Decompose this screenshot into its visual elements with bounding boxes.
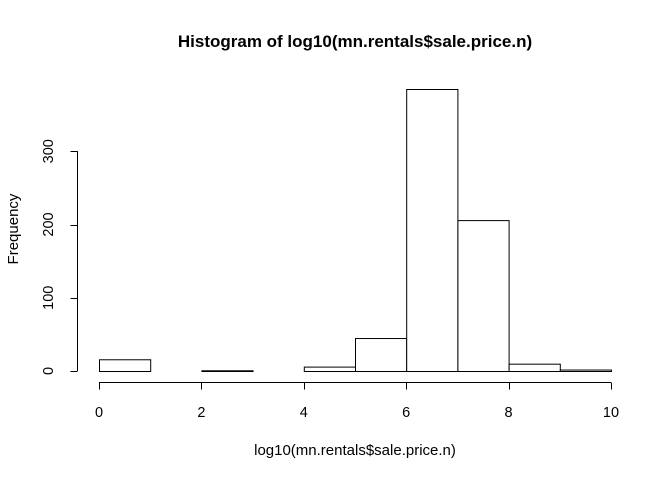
histogram-bar — [457, 220, 510, 372]
histogram-bar — [406, 89, 459, 372]
x-tick-label: 2 — [197, 405, 205, 421]
y-tick-label: 200 — [41, 212, 57, 236]
y-tick-label: 300 — [41, 139, 57, 163]
x-tick-label: 6 — [402, 405, 410, 421]
histogram-bar — [201, 370, 254, 373]
bars-group — [99, 89, 612, 373]
y-tick-label: 100 — [41, 286, 57, 310]
x-axis: 0 2 4 6 8 10 — [95, 382, 619, 421]
x-tick-label: 10 — [603, 405, 619, 421]
histogram-bar — [99, 359, 152, 372]
histogram-bar — [508, 363, 561, 372]
x-tick-label: 4 — [300, 405, 308, 421]
histogram-bar — [559, 369, 612, 372]
y-tick-label: 0 — [41, 367, 57, 375]
x-tick-label: 8 — [505, 405, 513, 421]
histogram-bar — [355, 338, 408, 373]
chart-title: Histogram of log10(mn.rentals$sale.price… — [178, 32, 532, 51]
x-tick-label: 0 — [95, 405, 103, 421]
y-axis: 0 100 200 300 — [41, 139, 78, 375]
y-axis-label: Frequency — [5, 193, 22, 264]
x-axis-label: log10(mn.rentals$sale.price.n) — [254, 442, 456, 459]
histogram-bar — [303, 366, 356, 372]
